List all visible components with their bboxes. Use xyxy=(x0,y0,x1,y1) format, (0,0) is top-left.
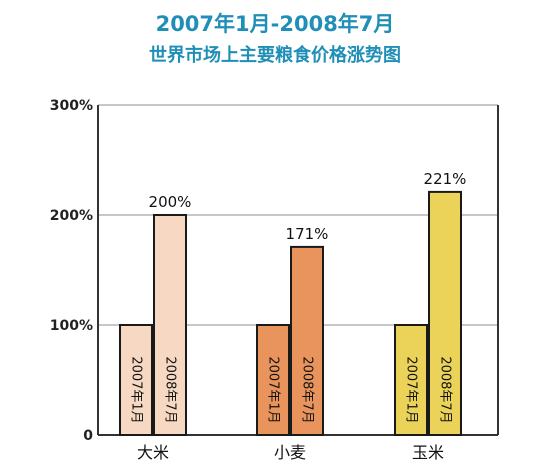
bar xyxy=(290,245,324,436)
bar-series-label: 2007年1月 xyxy=(129,356,144,423)
bar-series-label: 2007年1月 xyxy=(404,356,419,423)
x-tick-label: 小麦 xyxy=(274,443,306,462)
y-tick-label: 300% xyxy=(50,98,93,114)
data-label: 221% xyxy=(424,170,467,188)
bar xyxy=(256,324,290,436)
y-tick-label: 0 xyxy=(83,428,93,444)
bar-series-label: 2007年1月 xyxy=(266,356,281,423)
y-tick-label: 100% xyxy=(50,318,93,334)
bar-series-label: 2008年7月 xyxy=(300,356,315,423)
x-tick-label: 大米 xyxy=(137,443,169,462)
bar xyxy=(428,190,462,436)
chart-title-line-1: 2007年1月-2008年7月 xyxy=(155,12,395,36)
y-tick-label: 200% xyxy=(50,208,93,224)
x-tick-label: 玉米 xyxy=(412,443,444,462)
bar xyxy=(394,324,428,436)
bar-series-label: 2008年7月 xyxy=(438,356,453,423)
bar-series-label: 2008年7月 xyxy=(163,356,178,423)
bar xyxy=(119,324,153,436)
data-label: 171% xyxy=(286,225,329,243)
data-label: 200% xyxy=(149,193,192,211)
bar xyxy=(153,214,187,436)
chart-title-line-2: 世界市场上主要粮食价格涨势图 xyxy=(149,45,401,66)
